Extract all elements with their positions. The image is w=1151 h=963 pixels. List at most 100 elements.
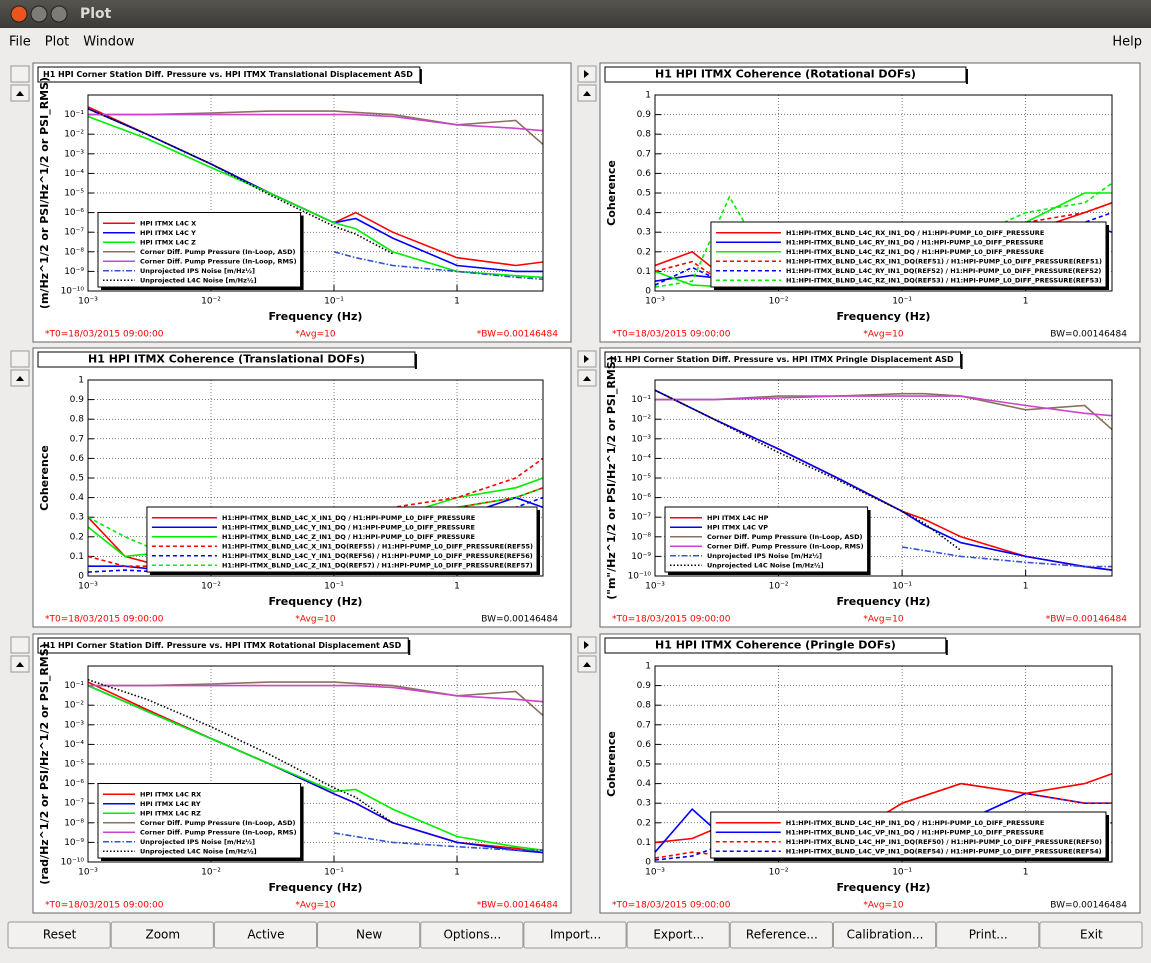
button-label[interactable]: Exit bbox=[1080, 928, 1103, 942]
data-line bbox=[655, 392, 1112, 431]
button-label[interactable]: Zoom bbox=[145, 928, 180, 942]
panel-arrow-icon bbox=[584, 641, 589, 649]
y-tick-label: 10⁻⁹ bbox=[631, 552, 651, 562]
y-tick-label: 10⁻⁴ bbox=[64, 169, 84, 179]
footer-text: *Avg=10 bbox=[295, 901, 335, 911]
y-tick-label: 0.4 bbox=[637, 779, 652, 789]
panel-arrow-button[interactable] bbox=[10, 350, 30, 368]
legend-label: Unprojected IPS Noise [m/Hz½] bbox=[707, 552, 822, 560]
button[interactable]: Import... bbox=[523, 921, 627, 949]
x-tick-label: 10⁻³ bbox=[645, 868, 665, 878]
legend-label: Unprojected L4C Noise [m/Hz½] bbox=[140, 847, 257, 855]
panel-arrow-icon bbox=[583, 91, 591, 96]
close-button[interactable] bbox=[10, 5, 28, 23]
panel-arrow-icon bbox=[16, 376, 24, 381]
button-face bbox=[317, 921, 421, 949]
data-line bbox=[88, 113, 543, 132]
plot-panel bbox=[599, 347, 1141, 628]
legend-label: Corner Diff. Pump Pressure (In-Loop, RMS… bbox=[140, 257, 297, 265]
button[interactable]: New bbox=[317, 921, 421, 949]
button-label[interactable]: Active bbox=[247, 928, 284, 942]
panel-arrow-button[interactable] bbox=[10, 636, 30, 654]
data-line bbox=[333, 251, 543, 280]
y-axis-label: ("m"/Hz^1/2 or PSI/Hz^1/2 or PSI_RMS) bbox=[605, 356, 618, 600]
footer-text: *T0=18/03/2015 09:00:00 bbox=[612, 615, 731, 625]
button[interactable]: Calibration... bbox=[832, 921, 937, 949]
legend-label: Corner Diff. Pump Pressure (In-Loop, ASD… bbox=[707, 533, 863, 541]
x-tick-label: 10⁻¹ bbox=[892, 297, 912, 307]
y-tick-label: 0.5 bbox=[637, 189, 651, 199]
button[interactable]: Options... bbox=[420, 921, 524, 949]
legend-label: H1:HPI-ITMX_BLND_L4C_HP_IN1_DQ / H1:HPI-… bbox=[786, 819, 1045, 827]
y-tick-label: 0.5 bbox=[637, 760, 651, 770]
footer-text: BW=0.00146484 bbox=[1050, 330, 1127, 340]
y-tick-label: 10⁻⁵ bbox=[64, 760, 84, 770]
y-tick-label: 0.7 bbox=[637, 720, 651, 730]
y-tick-label: 10⁻⁵ bbox=[64, 189, 84, 199]
panel-arrow-button[interactable] bbox=[10, 65, 30, 83]
x-axis-label: Frequency (Hz) bbox=[269, 310, 363, 323]
button-face bbox=[213, 921, 318, 949]
plot-frame bbox=[654, 665, 1113, 863]
y-tick-label: 10⁻¹⁰ bbox=[628, 572, 652, 582]
button[interactable]: Reset bbox=[7, 921, 111, 949]
plot-panel bbox=[32, 347, 572, 628]
button[interactable]: Exit bbox=[1039, 921, 1143, 949]
data-line bbox=[333, 832, 543, 851]
legend-label: H1:HPI-ITMX_BLND_L4C_RZ_IN1_DQ / H1:HPI-… bbox=[786, 248, 1044, 256]
panel-arrow-icon bbox=[16, 91, 24, 96]
y-tick-label: 0 bbox=[645, 858, 651, 868]
menu-item[interactable]: Help bbox=[1112, 35, 1142, 50]
button[interactable]: Active bbox=[213, 921, 318, 949]
menu-item[interactable]: Plot bbox=[45, 35, 70, 50]
chart-title: H1 HPI ITMX Coherence (Rotational DOFs) bbox=[655, 68, 916, 81]
button-label[interactable]: Reference... bbox=[746, 928, 818, 942]
footer-text: *Avg=10 bbox=[863, 615, 903, 625]
button-label[interactable]: Calibration... bbox=[847, 928, 924, 942]
menu-item[interactable]: File bbox=[9, 35, 31, 50]
x-tick-label: 10⁻¹ bbox=[324, 582, 344, 592]
legend: H1:HPI-ITMX_BLND_L4C_HP_IN1_DQ / H1:HPI-… bbox=[710, 811, 1109, 861]
x-tick-label: 1 bbox=[1023, 868, 1029, 878]
footer-text: *T0=18/03/2015 09:00:00 bbox=[45, 901, 164, 911]
button-face bbox=[729, 921, 833, 949]
legend-label: Corner Diff. Pump Pressure (In-Loop, RMS… bbox=[140, 828, 297, 836]
legend-label: H1:HPI-ITMX_BLND_L4C_RX_IN1_DQ(REF51) / … bbox=[786, 257, 1102, 265]
minimize-button[interactable] bbox=[30, 5, 48, 23]
y-tick-label: 1 bbox=[645, 662, 651, 672]
x-tick-label: 1 bbox=[1023, 582, 1029, 592]
button-label[interactable]: Reset bbox=[43, 928, 77, 942]
button[interactable]: Print... bbox=[936, 921, 1040, 949]
legend: H1:HPI-ITMX_BLND_L4C_X_IN1_DQ / H1:HPI-P… bbox=[146, 506, 540, 575]
title-shadow bbox=[414, 354, 417, 369]
panel-arrow-icon bbox=[584, 355, 589, 363]
x-tick-label: 10⁻² bbox=[769, 868, 789, 878]
y-axis-label: Coherence bbox=[38, 445, 51, 511]
legend-label: HPI ITMX L4C VP bbox=[707, 523, 768, 531]
y-tick-label: 0.6 bbox=[70, 454, 85, 464]
title-shadow bbox=[945, 640, 948, 655]
button-label[interactable]: Import... bbox=[550, 928, 601, 942]
legend-box bbox=[97, 783, 302, 859]
y-tick-label: 0.5 bbox=[70, 474, 84, 484]
footer-text: *Avg=10 bbox=[863, 901, 903, 911]
menu-item[interactable]: Window bbox=[83, 35, 135, 50]
button[interactable]: Export... bbox=[626, 921, 730, 949]
button-label[interactable]: New bbox=[356, 928, 382, 942]
y-tick-label: 0.1 bbox=[70, 552, 84, 562]
button-label[interactable]: Options... bbox=[443, 928, 501, 942]
button[interactable]: Reference... bbox=[729, 921, 833, 949]
footer-text: *Avg=10 bbox=[863, 330, 903, 340]
footer-text: BW=0.00146484 bbox=[481, 615, 558, 625]
y-tick-label: 0.1 bbox=[637, 838, 651, 848]
y-tick-label: 0.7 bbox=[70, 434, 84, 444]
maximize-button[interactable] bbox=[50, 5, 68, 23]
legend-label: H1:HPI-ITMX_BLND_L4C_X_IN1_DQ / H1:HPI-P… bbox=[222, 514, 475, 522]
button[interactable]: Zoom bbox=[110, 921, 214, 949]
legend-label: H1:HPI-ITMX_BLND_L4C_HP_IN1_DQ(REF50) / … bbox=[786, 838, 1102, 846]
button-label[interactable]: Print... bbox=[969, 928, 1008, 942]
button-label[interactable]: Export... bbox=[653, 928, 704, 942]
legend-label: H1:HPI-ITMX_BLND_L4C_RX_IN1_DQ / H1:HPI-… bbox=[786, 229, 1044, 237]
y-tick-label: 10⁻⁵ bbox=[631, 474, 651, 484]
y-tick-label: 0.9 bbox=[70, 395, 85, 405]
